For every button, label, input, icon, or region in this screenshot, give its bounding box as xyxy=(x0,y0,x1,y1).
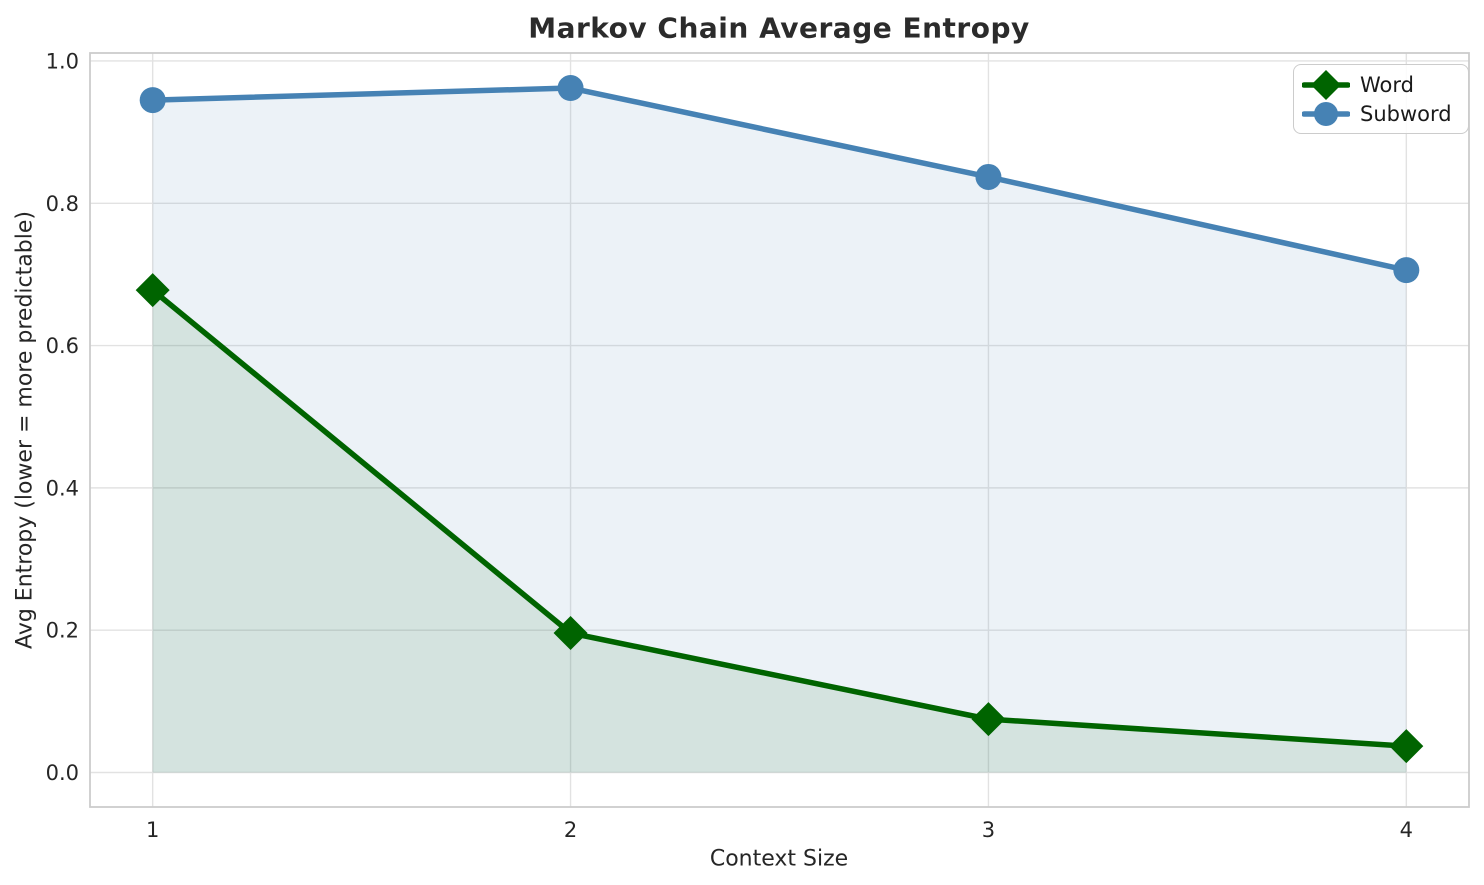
data-point-diamond xyxy=(553,616,588,651)
y-tick-label: 0.6 xyxy=(46,334,79,358)
x-tick-label: 3 xyxy=(982,818,995,842)
y-axis-label: Avg Entropy (lower = more predictable) xyxy=(12,211,38,649)
plot-border xyxy=(89,52,1470,808)
data-point-circle xyxy=(557,75,584,102)
legend-item-subword: Subword xyxy=(1302,99,1452,128)
x-tick-label: 4 xyxy=(1400,818,1413,842)
data-point-diamond xyxy=(971,702,1006,737)
y-tick-label: 0.2 xyxy=(46,619,79,643)
area-fill-subword xyxy=(152,88,1407,773)
data-point-diamond xyxy=(1389,729,1424,764)
series-line-word xyxy=(149,287,1410,749)
data-point-diamond xyxy=(135,273,170,308)
legend-label: Subword xyxy=(1360,101,1452,126)
data-point-circle xyxy=(139,87,166,114)
y-tick-label: 0.0 xyxy=(46,761,79,785)
area-fill-word xyxy=(152,290,1407,773)
diamond-marker-icon xyxy=(1302,69,1350,100)
x-axis-label: Context Size xyxy=(709,846,849,872)
data-point-circle xyxy=(975,163,1002,190)
legend-item-word: Word xyxy=(1302,69,1452,100)
circle-marker-icon xyxy=(1302,101,1350,126)
chart-title: Markov Chain Average Entropy xyxy=(528,11,1030,45)
series-line-subword xyxy=(149,85,1410,273)
y-tick-label: 0.8 xyxy=(46,192,79,216)
legend-label: Word xyxy=(1360,72,1414,97)
y-tick-label: 0.4 xyxy=(46,476,79,500)
legend: Word Subword xyxy=(1293,64,1469,134)
x-tick-label: 2 xyxy=(564,818,577,842)
data-point-circle xyxy=(1393,257,1420,284)
x-tick-label: 1 xyxy=(146,818,159,842)
y-tick-label: 1.0 xyxy=(46,49,79,73)
